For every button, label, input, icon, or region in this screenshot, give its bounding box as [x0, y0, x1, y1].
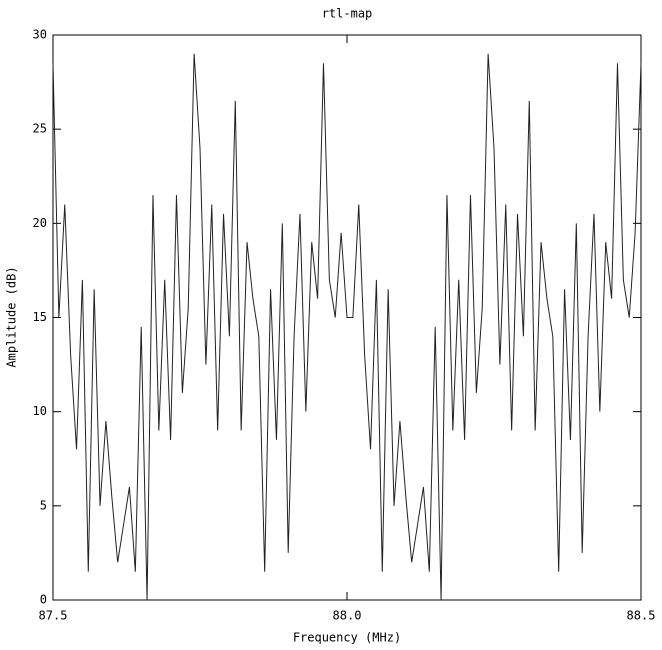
y-tick-label: 20: [33, 216, 47, 230]
y-tick-label: 15: [33, 310, 47, 324]
x-tick-label: 88.5: [627, 609, 656, 623]
x-tick-label: 87.5: [39, 609, 68, 623]
x-tick-label: 88.0: [333, 609, 362, 623]
data-line: [52, 53, 642, 601]
y-tick-label: 5: [40, 498, 47, 512]
chart-title: rtl-map: [322, 7, 373, 21]
y-tick-label: 30: [33, 28, 47, 42]
y-tick-label: 25: [33, 122, 47, 136]
y-axis-label: Amplitude (dB): [5, 266, 19, 367]
x-axis-label: Frequency (MHz): [293, 631, 401, 645]
y-tick-label: 10: [33, 404, 47, 418]
y-tick-label: 0: [40, 593, 47, 607]
